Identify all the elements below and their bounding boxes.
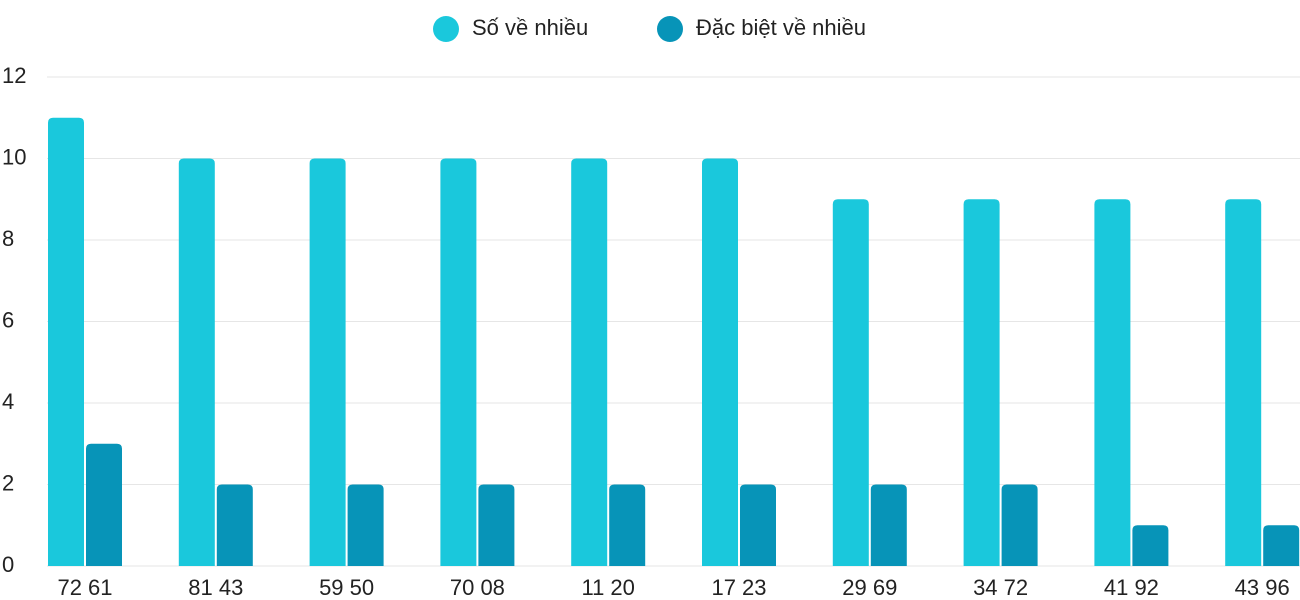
bar — [48, 117, 84, 566]
y-tick-label: 10 — [2, 144, 26, 169]
bar — [1132, 525, 1169, 566]
bar — [309, 158, 346, 566]
bar — [178, 158, 215, 566]
bar — [1094, 199, 1131, 566]
bar — [740, 484, 776, 566]
legend-label: Số về nhiều — [472, 15, 588, 40]
bar — [440, 158, 477, 566]
bar — [702, 158, 738, 566]
legend-marker — [657, 16, 683, 42]
x-tick-label: 41 92 — [1104, 575, 1159, 600]
x-tick-label: 17 23 — [711, 575, 766, 600]
legend-marker — [433, 16, 459, 42]
bar — [347, 484, 384, 566]
bar — [1263, 525, 1300, 566]
bar — [478, 484, 515, 566]
bar — [609, 484, 646, 566]
bar — [1225, 199, 1262, 566]
bar — [86, 443, 122, 566]
x-tick-label: 81 43 — [188, 575, 243, 600]
x-tick-label: 70 08 — [450, 575, 505, 600]
y-tick-label: 6 — [2, 307, 14, 332]
y-tick-label: 0 — [2, 552, 14, 577]
legend-label: Đặc biệt về nhiều — [696, 15, 866, 40]
bar — [1001, 484, 1038, 566]
y-tick-label: 12 — [2, 63, 26, 88]
bar — [216, 484, 253, 566]
x-tick-label: 59 50 — [319, 575, 374, 600]
y-tick-label: 8 — [2, 226, 14, 251]
x-tick-label: 43 96 — [1235, 575, 1290, 600]
y-tick-label: 2 — [2, 470, 14, 495]
x-tick-label: 34 72 — [973, 575, 1028, 600]
y-tick-label: 4 — [2, 389, 14, 414]
bar — [870, 484, 907, 566]
bar — [963, 199, 1000, 566]
x-tick-label: 29 69 — [842, 575, 897, 600]
x-tick-label: 11 20 — [581, 575, 634, 600]
bar — [571, 158, 608, 566]
bar — [832, 199, 869, 566]
x-tick-label: 72 61 — [57, 575, 112, 600]
